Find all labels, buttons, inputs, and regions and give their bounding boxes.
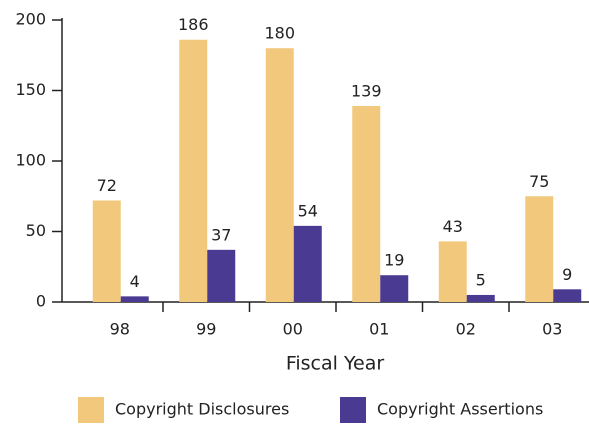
x-tick-label: 98	[110, 320, 130, 339]
bar	[120, 296, 149, 302]
data-label: 72	[97, 176, 117, 195]
legend-swatch	[340, 397, 366, 423]
legend-label: Copyright Assertions	[377, 400, 543, 419]
x-tick-label: 00	[283, 320, 303, 339]
data-label: 9	[562, 265, 572, 284]
x-axis-label: Fiscal Year	[286, 353, 385, 375]
x-tick-label: 01	[369, 320, 389, 339]
bar	[352, 106, 381, 302]
data-label: 180	[264, 24, 295, 43]
bar	[293, 225, 322, 302]
x-tick-label: 02	[456, 320, 476, 339]
bar	[207, 249, 236, 302]
data-label: 37	[211, 225, 231, 244]
data-label: 75	[529, 172, 549, 191]
data-label: 4	[130, 272, 140, 291]
data-label: 186	[178, 15, 209, 34]
legend-label: Copyright Disclosures	[115, 400, 289, 419]
bar	[525, 196, 554, 302]
bar	[92, 200, 121, 302]
bar	[553, 289, 582, 302]
y-tick-label: 200	[15, 10, 46, 29]
data-label: 19	[384, 251, 404, 270]
legend-swatch	[78, 397, 104, 423]
y-tick-label: 50	[26, 221, 46, 240]
data-label: 43	[443, 217, 463, 236]
bar	[179, 39, 208, 303]
data-label: 139	[351, 82, 382, 101]
bar	[438, 241, 467, 302]
x-tick-label: 99	[196, 320, 216, 339]
bar	[380, 275, 409, 302]
bar	[265, 48, 294, 303]
y-tick-label: 100	[15, 151, 46, 170]
data-label: 5	[476, 270, 486, 289]
data-label: 54	[298, 201, 318, 220]
y-tick-label: 0	[36, 292, 46, 311]
bar	[466, 294, 495, 302]
x-tick-label: 03	[542, 320, 562, 339]
y-tick-label: 150	[15, 80, 46, 99]
